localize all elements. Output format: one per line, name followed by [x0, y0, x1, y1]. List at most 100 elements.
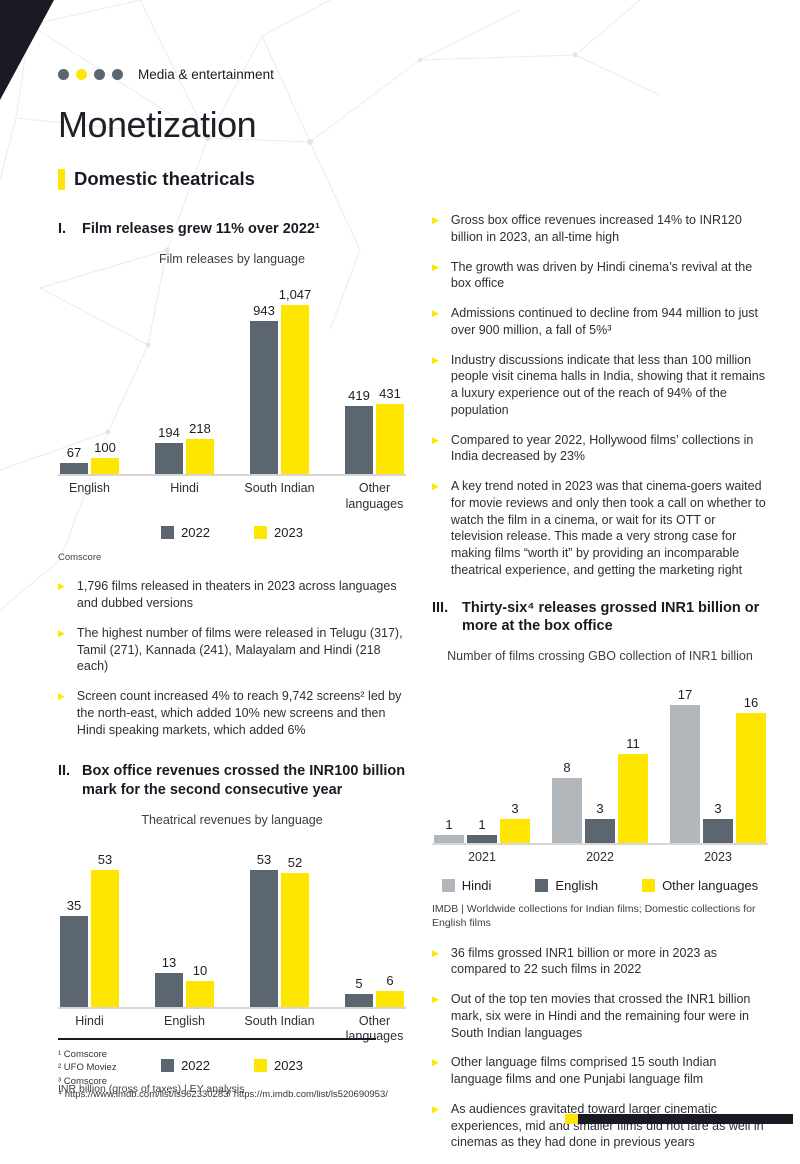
- bullet-arrow-icon: ▶: [432, 1103, 439, 1114]
- bar-group: 35 53: [60, 852, 119, 1007]
- bar-south-indian-2022: [250, 869, 278, 1007]
- footnote-3: ³ Comscore: [58, 1075, 108, 1087]
- bar-column: 52: [281, 855, 309, 1007]
- bar-column: 53: [91, 852, 119, 1007]
- legend-item: Hindi: [441, 878, 492, 894]
- bar-column: 943: [250, 303, 278, 475]
- category-label: English: [69, 481, 110, 496]
- footnote-divider: [58, 1038, 376, 1040]
- legend-label: Hindi: [461, 878, 492, 894]
- bar-column: 194: [155, 425, 183, 475]
- footnote-4-links[interactable]: ⁴ https://www.imdb.com/list/ls562330283/…: [58, 1088, 388, 1100]
- category-label: South Indian: [244, 481, 315, 496]
- bar-column: 35: [60, 898, 88, 1007]
- chart2-source: INR billion (gross of taxes) | EY analys…: [58, 1082, 245, 1095]
- film-releases-chart: Film releases by language 67 100 194 218 943 1…: [58, 252, 406, 540]
- chart-plot-area: 1 1 3 8 3 11 17 3 16: [432, 671, 768, 845]
- legend-label: 2023: [274, 525, 303, 541]
- bullet-item: ▶ As audiences gravitated toward larger c…: [432, 1101, 768, 1151]
- legend-label: 2022: [181, 1057, 210, 1073]
- bullet-text: Compared to year 2022, Hollywood films’ …: [450, 432, 754, 464]
- bar-hindi-2023: [91, 869, 119, 1007]
- chart3-source: IMDB | Worldwide collections for Indian …: [432, 903, 756, 930]
- yellow-marker: [58, 168, 65, 190]
- category-label: Hindi: [75, 1013, 104, 1028]
- legend-item: 2022: [161, 525, 210, 540]
- bar-value-label: 10: [192, 962, 208, 978]
- section2-heading-text: Box office revenues crossed the INR100 b…: [82, 763, 406, 798]
- bar-south-indian-2022: [250, 321, 278, 475]
- bullet-text: A key trend noted in 2023 was that cinem…: [450, 479, 766, 577]
- legend-label: 2023: [274, 1057, 303, 1073]
- chart-legend: Hindi English Other languages: [432, 878, 768, 893]
- legend-swatch: [161, 526, 175, 540]
- bar-hindi-2022: [60, 915, 88, 1007]
- bar-other-languages-2023: [376, 990, 404, 1007]
- section-header: Domestic theatricals: [58, 168, 760, 190]
- bar-value-label: 11: [626, 735, 640, 751]
- bar-value-label: 13: [161, 954, 177, 970]
- bar-english-2022: [155, 972, 183, 1007]
- bar-2023-hindi: [670, 704, 700, 843]
- legend-label: 2022: [181, 525, 210, 541]
- bar-value-label: 943: [253, 303, 275, 319]
- bar-column: 3: [703, 801, 733, 843]
- background-mesh-decoration: [0, 0, 661, 611]
- bullet-item: ▶ The highest number of films were releas…: [58, 625, 406, 675]
- footnote-2: ² UFO Moviez: [58, 1062, 117, 1074]
- bar-2021-hindi: [434, 834, 464, 843]
- bar-column: 3: [585, 801, 615, 843]
- bullet-item: ▶ Industry discussions indicate that less…: [432, 352, 768, 419]
- bar-value-label: 3: [511, 800, 519, 816]
- section2-numeral: II.: [58, 763, 71, 780]
- bar-column: 13: [155, 955, 183, 1007]
- bullet-item: ▶ Compared to year 2022, Hollywood films’…: [432, 432, 768, 466]
- bar-value-label: 419: [348, 388, 370, 404]
- bullet-text: 1,796 films released in theaters in 2023…: [76, 579, 397, 611]
- bar-column: 11: [618, 736, 648, 843]
- chart-legend: 2022 2023: [58, 1058, 406, 1073]
- bar-value-label: 35: [66, 897, 82, 913]
- legend-item: 2022: [161, 1058, 210, 1073]
- right-column: ▶ Gross box office revenues increased 14%…: [432, 204, 768, 1164]
- legend-item: 2023: [254, 1058, 303, 1073]
- bullet-text: The growth was driven by Hindi cinema’s …: [450, 259, 753, 291]
- dot-icon: [112, 69, 123, 80]
- bar-2023-english: [703, 818, 733, 843]
- bar-group: 53 52: [250, 852, 309, 1007]
- category-label: South Indian: [244, 1013, 315, 1028]
- footer-yellow-square: [565, 1114, 578, 1124]
- bullet-text: Screen count increased 4% to reach 9,742…: [76, 689, 402, 737]
- bullet-item: ▶ The growth was driven by Hindi cinema’s…: [432, 259, 768, 293]
- chart-plot-area: 35 53 13 10 53 52 5 6: [58, 835, 406, 1009]
- chart-category-axis: English Hindi South Indian Other languages: [58, 481, 406, 512]
- section3-heading: III. Thirty-six⁴ releases grossed INR1 b…: [432, 599, 768, 635]
- bar-value-label: 52: [287, 854, 303, 870]
- bar-value-label: 6: [386, 972, 394, 988]
- bar-column: 53: [250, 852, 278, 1007]
- category-label: Other languages: [345, 481, 404, 511]
- bar-value-label: 218: [189, 421, 211, 437]
- bar-english-2023: [186, 980, 214, 1007]
- category-label: 2022: [586, 849, 614, 864]
- bullet-arrow-icon: ▶: [432, 947, 439, 958]
- bullet-item: ▶ Other language films comprised 15 south…: [432, 1054, 768, 1088]
- films-crossing-gbo-chart: Number of films crossing GBO collection …: [432, 649, 768, 893]
- bar-value-label: 431: [379, 386, 401, 402]
- section-header-text: Domestic theatricals: [74, 168, 255, 189]
- bar-column: 1: [434, 817, 464, 843]
- bullet-item: ▶ 1,796 films released in theaters in 202…: [58, 578, 406, 612]
- category-eyebrow: Media & entertainment: [58, 0, 760, 82]
- bar-english-2023: [91, 458, 119, 475]
- bar-group: 419 431: [345, 386, 404, 475]
- bar-value-label: 3: [596, 800, 604, 816]
- bar-value-label: 194: [158, 425, 180, 441]
- legend-swatch: [254, 526, 267, 540]
- bullet-arrow-icon: ▶: [58, 691, 65, 702]
- legend-swatch: [535, 879, 549, 893]
- bar-value-label: 1: [478, 816, 486, 832]
- section1-heading: I. Film releases grew 11% over 2022¹: [58, 220, 406, 238]
- bullet-arrow-icon: ▶: [432, 215, 439, 225]
- bullet-item: ▶ 36 films grossed INR1 billion or more i…: [432, 945, 768, 979]
